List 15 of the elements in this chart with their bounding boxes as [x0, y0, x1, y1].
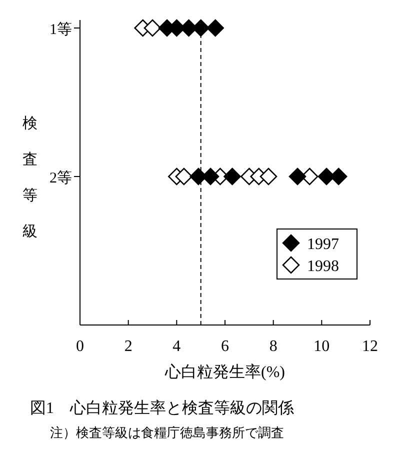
y-tick-label: 2等	[50, 170, 72, 186]
x-tick-label: 12	[362, 338, 378, 355]
x-axis-title: 心白粒発生率(%)	[164, 363, 285, 381]
text: 注）検査等級は食糧庁徳島事務所で調査	[50, 425, 284, 440]
x-tick-label: 10	[314, 338, 330, 355]
y-tick-label: 1等	[50, 21, 72, 38]
legend-label: 1997	[307, 236, 339, 253]
x-tick-label: 4	[172, 338, 181, 355]
text: 図1 心白粒発生率と検査等級の関係	[30, 399, 294, 417]
text: 検査等級	[22, 116, 38, 240]
x-tick-label: 0	[76, 338, 84, 355]
legend-label: 1998	[307, 258, 339, 275]
x-tick-label: 8	[269, 338, 278, 355]
x-tick-label: 2	[124, 338, 132, 355]
x-tick-label: 6	[221, 338, 229, 355]
